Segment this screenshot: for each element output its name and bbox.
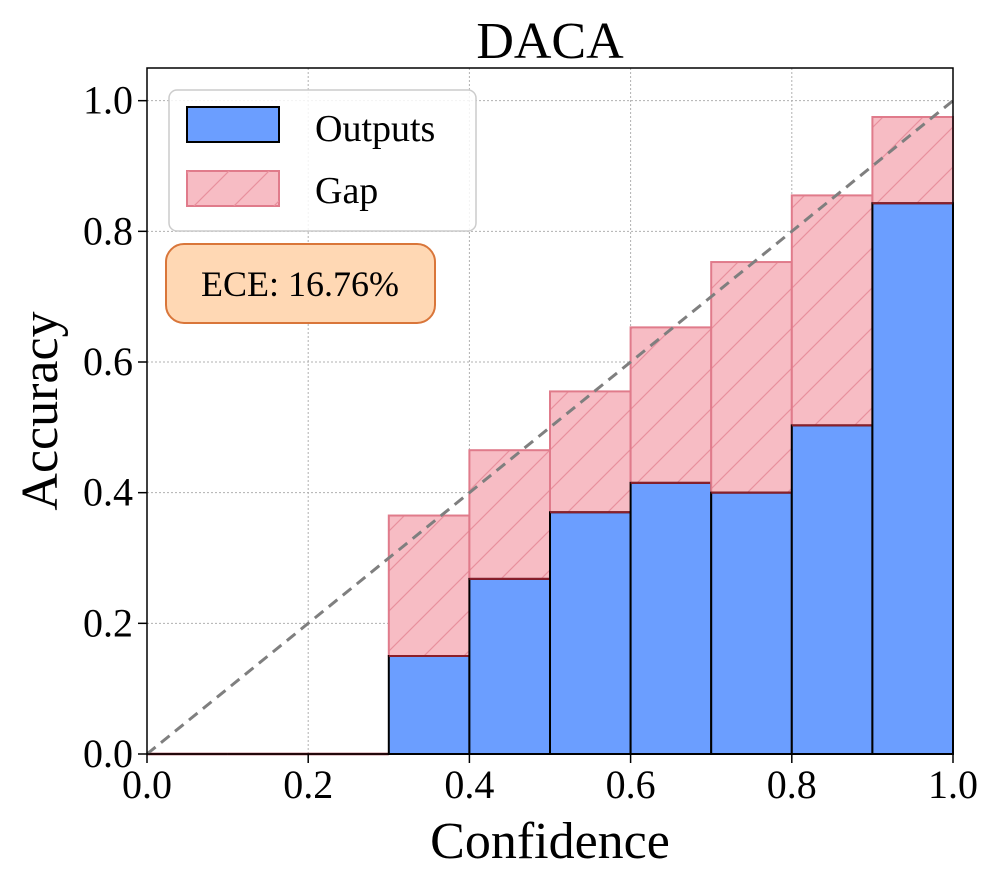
ece-text: ECE: 16.76% <box>201 264 399 304</box>
legend: Outputs Gap <box>168 89 477 232</box>
x-tick-label-0: 0.0 <box>122 762 172 807</box>
legend-swatch-gap-hatch <box>187 171 279 206</box>
y-tick-label-2: 0.4 <box>83 470 133 515</box>
output-bar-6 <box>629 481 713 755</box>
x-tick-label-1: 0.2 <box>283 762 333 807</box>
gap-bar-hatch-3 <box>387 514 471 657</box>
plot-frame <box>146 67 954 755</box>
gap-bar-hatch-7 <box>710 261 793 494</box>
ticks: 0.0 0.2 0.4 0.6 0.8 1.0 0.0 0.2 0.4 0.6 0.8 1.0 <box>83 78 978 807</box>
legend-label-outputs: Outputs <box>315 108 435 150</box>
y-tick-label-0: 0.0 <box>83 731 133 776</box>
gap-bar-hatch-9 <box>871 116 955 205</box>
chart-title: DACA <box>476 13 624 70</box>
ece-annotation: ECE: 16.76% <box>165 243 436 324</box>
ece-box <box>165 243 436 324</box>
gap-bar-hatch-5 <box>549 390 632 514</box>
bars <box>147 116 955 756</box>
gap-bar-hatch-8 <box>790 194 874 427</box>
output-bar-7 <box>710 491 793 755</box>
y-tick-label-3: 0.6 <box>83 339 133 384</box>
x-tick-label-4: 0.8 <box>767 762 817 807</box>
gap-bar-hatch-4 <box>468 449 551 580</box>
output-bar-9 <box>871 202 955 756</box>
y-tick-label-5: 1.0 <box>83 78 133 123</box>
y-tick-label-4: 0.8 <box>83 208 133 253</box>
x-tick-label-3: 0.6 <box>606 762 656 807</box>
perfect-calibration-line <box>146 99 954 756</box>
output-bar-5 <box>549 511 632 755</box>
output-bar-4 <box>468 577 551 756</box>
x-axis-label: Confidence <box>430 813 670 870</box>
y-tick-label-1: 0.2 <box>83 600 133 645</box>
x-tick-label-2: 0.4 <box>444 762 494 807</box>
output-bar-3 <box>387 655 471 755</box>
output-bar-8 <box>790 424 874 755</box>
legend-label-gap: Gap <box>315 170 378 212</box>
y-axis-label: Accuracy <box>12 311 69 510</box>
legend-swatch-outputs <box>186 106 280 143</box>
x-tick-label-5: 1.0 <box>928 762 978 807</box>
